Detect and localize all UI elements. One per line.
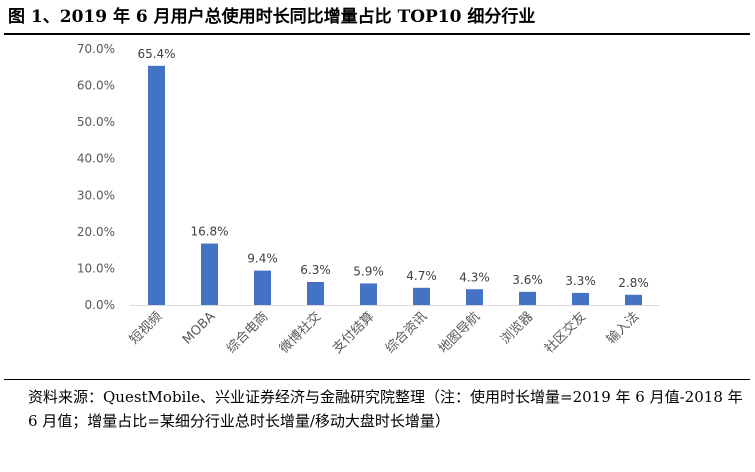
data-label: 65.4%: [137, 47, 175, 61]
x-tick-label: 输入法: [603, 309, 642, 348]
y-tick-label: 30.0%: [77, 188, 115, 202]
y-axis: 0.0% 10.0% 20.0% 30.0% 40.0% 50.0% 60.0% 70.0%: [77, 42, 115, 312]
x-tick-label: 浏览器: [497, 309, 536, 348]
bar: [254, 270, 271, 305]
x-tick-label: 地图导航: [435, 309, 483, 357]
x-tick-label: 综合电商: [224, 309, 271, 356]
x-axis: 短视频 MOBA 综合电商 微博社交 支付结算 综合资讯 地图导航 浏览器 社区交友 输入法: [127, 305, 660, 357]
bars: 65.4% 16.8% 9.4% 6.3% 5.9% 4.7% 4.3% 3.6% 3.3% 2.…: [137, 47, 649, 305]
bar: [519, 291, 536, 305]
bar: [572, 292, 589, 305]
x-tick-label: 综合资讯: [383, 309, 430, 356]
bar: [625, 294, 642, 305]
data-label: 3.3%: [565, 274, 596, 288]
x-tick-label: 微博社交: [276, 309, 324, 357]
y-tick-label: 40.0%: [77, 152, 115, 166]
bar: [413, 287, 430, 305]
x-tick-label: 短视频: [127, 309, 165, 347]
y-tick-label: 70.0%: [77, 42, 115, 56]
y-tick-label: 60.0%: [77, 79, 115, 93]
data-label: 16.8%: [190, 225, 228, 239]
data-label: 5.9%: [353, 264, 384, 278]
figure-title: 图 1、2019 年 6 月用户总使用时长同比增量占比 TOP10 细分行业: [8, 7, 536, 27]
y-tick-label: 10.0%: [77, 261, 115, 275]
bar: [148, 65, 165, 305]
y-tick-label: 20.0%: [77, 225, 115, 239]
data-label: 4.7%: [406, 269, 437, 283]
x-tick-label: MOBA: [180, 309, 218, 347]
bar: [360, 283, 377, 305]
bar-chart: 0.0%10.0%20.0%30.0%40.0%50.0%60.0%70.0% …: [77, 42, 660, 357]
bar: [466, 289, 483, 305]
bar: [307, 281, 324, 305]
data-label: 3.6%: [512, 273, 543, 287]
y-tick-label: 50.0%: [77, 115, 115, 129]
source-rule: [4, 379, 750, 380]
title-rule: [4, 33, 750, 35]
x-tick-label: 支付结算: [330, 309, 377, 356]
data-label: 6.3%: [300, 263, 331, 277]
data-label: 4.3%: [459, 270, 490, 284]
source-note: 资料来源：QuestMobile、兴业证券经济与金融研究院整理（注：使用时长增量…: [28, 388, 743, 430]
x-tick-label: 社区交友: [541, 309, 589, 357]
data-label: 2.8%: [618, 276, 649, 290]
data-label: 9.4%: [247, 252, 278, 266]
bar: [201, 243, 218, 305]
y-tick-label: 0.0%: [85, 298, 116, 312]
